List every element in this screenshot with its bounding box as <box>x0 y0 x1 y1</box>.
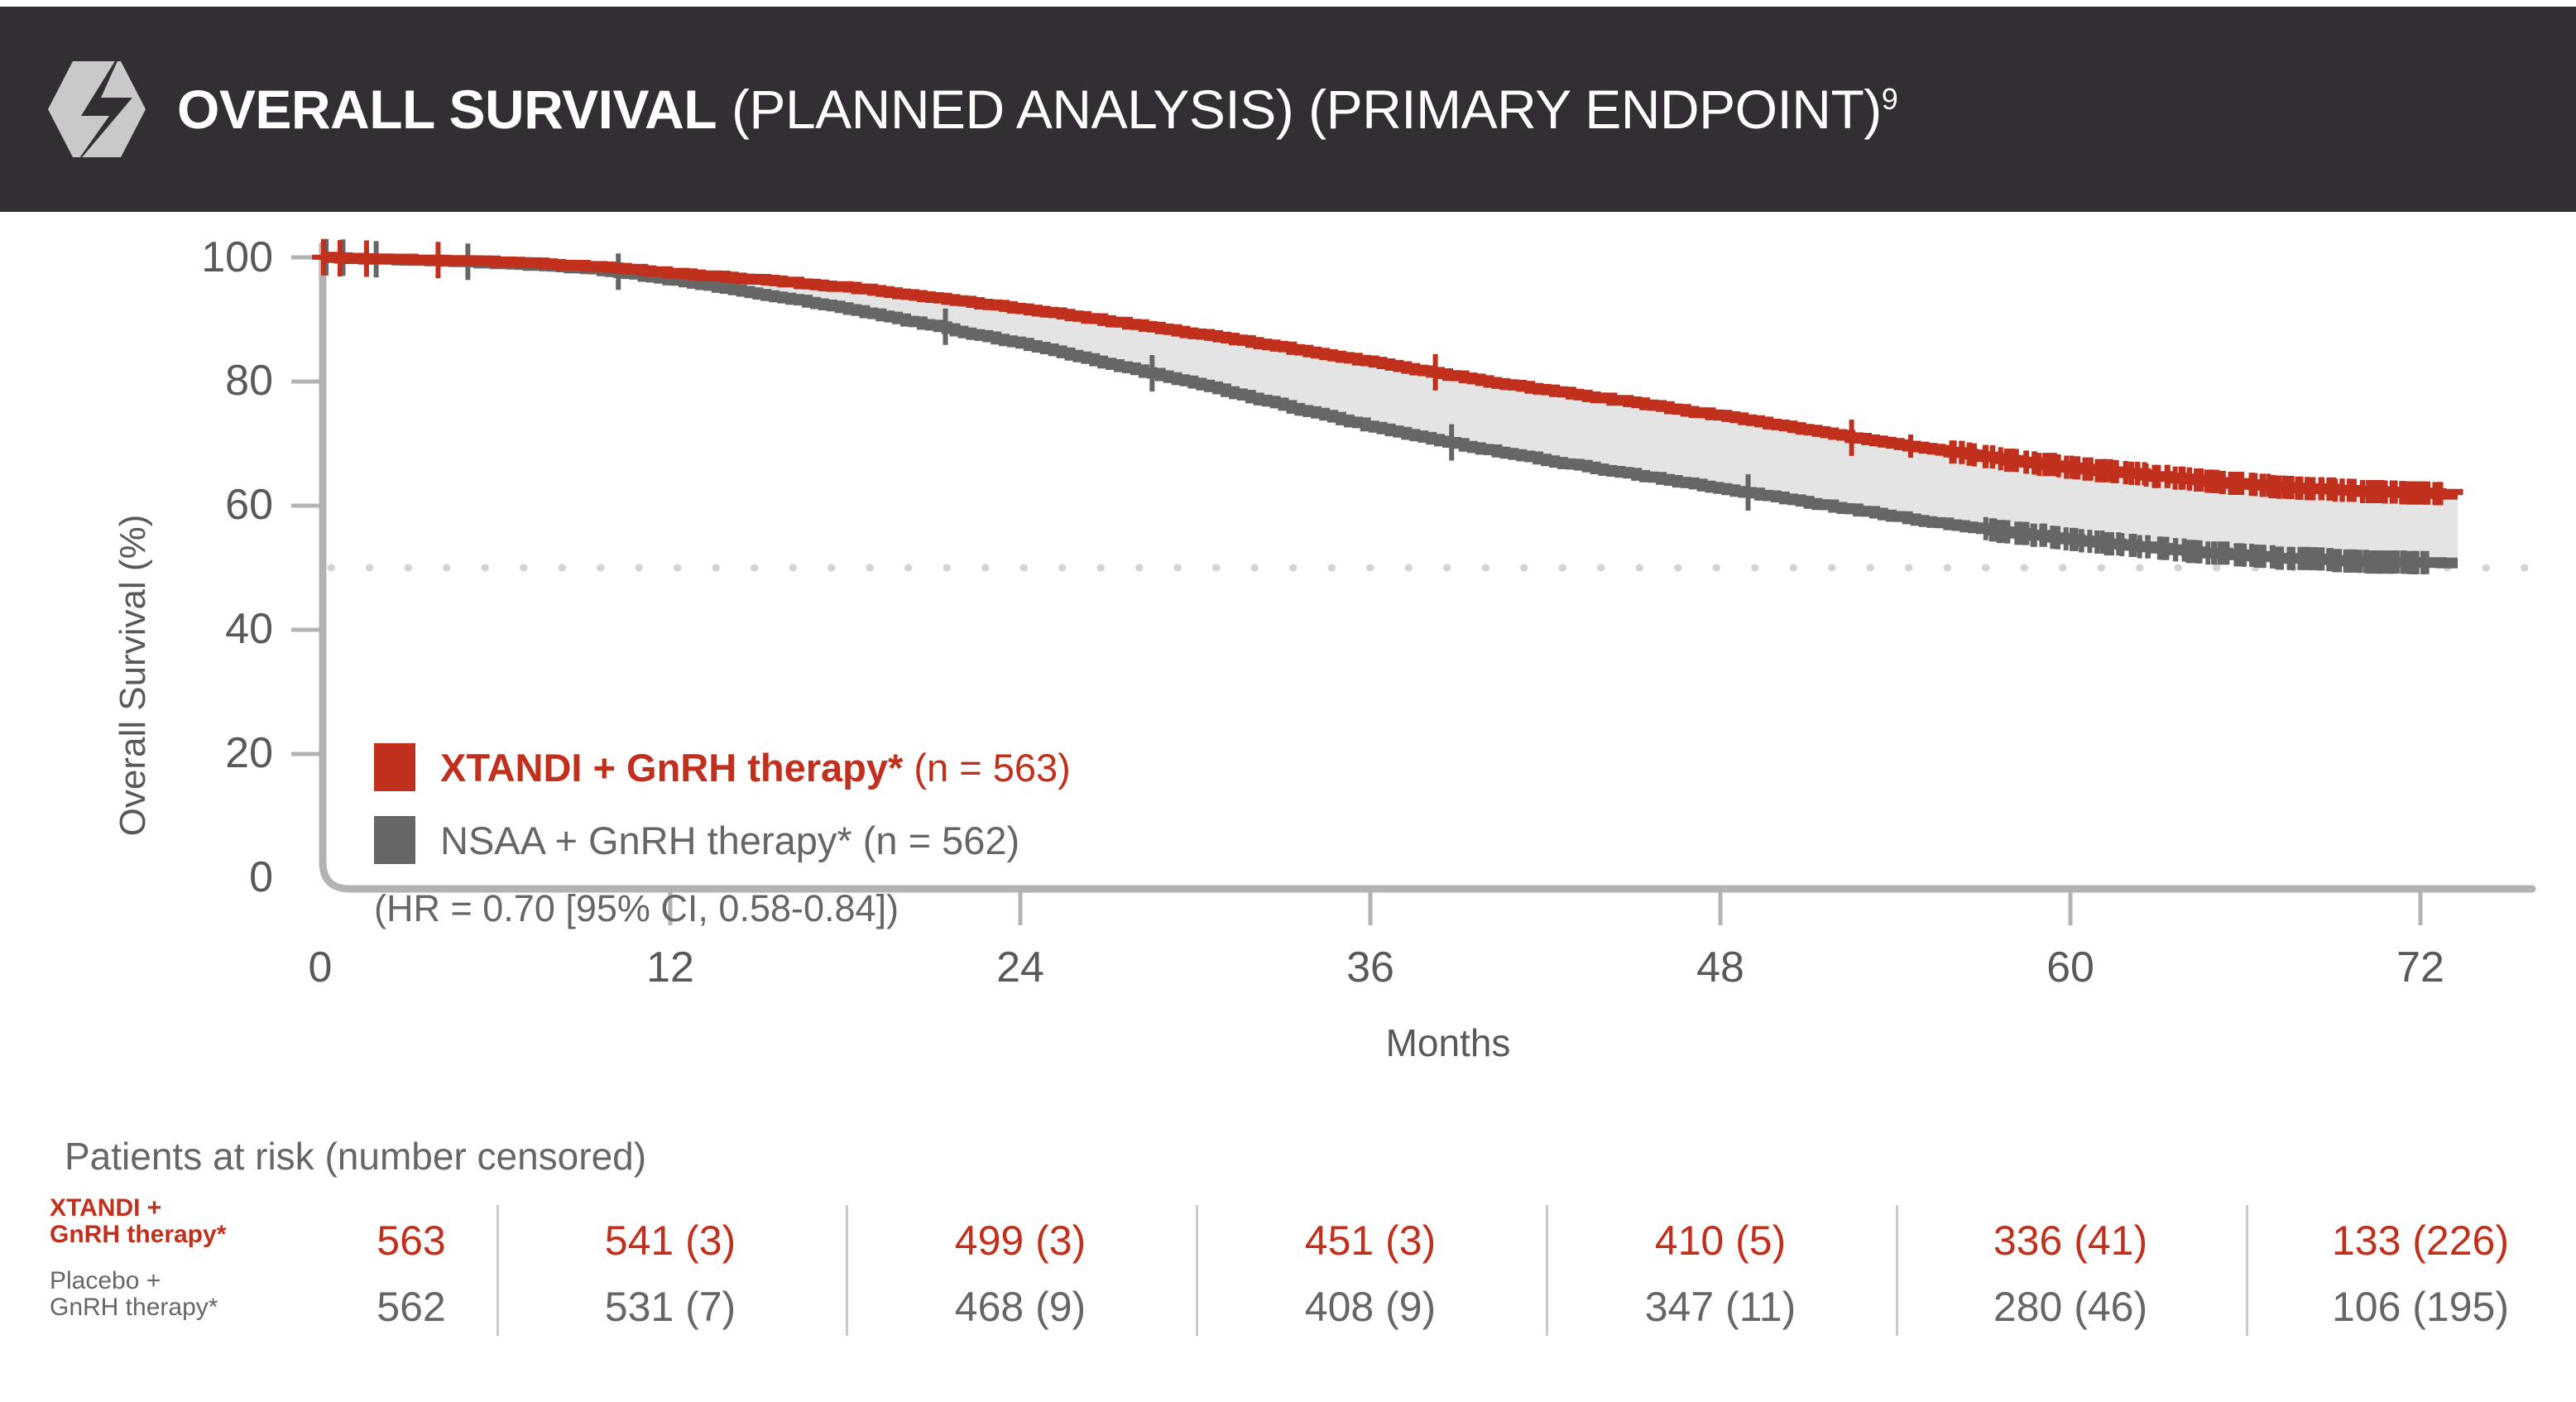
risk-value-xtandi: 541 (3) <box>604 1217 736 1264</box>
page-title: OVERALL SURVIVAL (PLANNED ANALYSIS) (PRI… <box>177 78 1898 141</box>
y-tick-label: 80 <box>225 357 273 405</box>
x-tick-label: 48 <box>1696 943 1744 991</box>
legend-name-nsaa: NSAA + GnRH therapy* <box>440 818 852 862</box>
risk-value-xtandi: 451 (3) <box>1304 1217 1437 1264</box>
x-axis-title: Months <box>1386 1021 1511 1064</box>
page-title-bold: OVERALL SURVIVAL <box>177 79 717 140</box>
patients-at-risk-title: Patients at risk (number censored) <box>65 1135 647 1178</box>
patients-at-risk-table: XTANDI + GnRH therapy* Placebo + GnRH th… <box>0 1193 2576 1342</box>
risk-label-placebo-l2: GnRH therapy* <box>50 1293 218 1321</box>
y-tick-label: 60 <box>225 481 273 529</box>
chart-legend: XTANDI + GnRH therapy* (n = 563) NSAA + … <box>374 742 1071 930</box>
between-curves-band <box>323 257 2458 564</box>
risk-column-divider <box>1196 1205 1198 1336</box>
page-title-superscript: 9 <box>1881 82 1898 116</box>
legend-label-nsaa: NSAA + GnRH therapy* (n = 562) <box>440 818 1019 863</box>
x-tick-marks <box>668 892 2423 925</box>
axis-spine <box>319 241 2536 893</box>
hazard-ratio-text: (HR = 0.70 [95% CI, 0.58-0.84]) <box>374 887 899 929</box>
x-tick-label: 12 <box>646 943 694 991</box>
risk-value-placebo: 106 (195) <box>2331 1284 2510 1330</box>
risk-value-placebo: 531 (7) <box>604 1284 736 1330</box>
risk-column: 541 (3) 531 (7) <box>496 1193 844 1342</box>
legend-swatch-nsaa <box>374 816 415 864</box>
x-tick-label: 0 <box>309 943 333 991</box>
risk-row-label-xtandi: XTANDI + GnRH therapy* <box>50 1195 290 1247</box>
legend-label-xtandi: XTANDI + GnRH therapy* (n = 563) <box>440 745 1071 790</box>
xtandi-lightning-hexagon-logo <box>48 46 146 172</box>
risk-value-xtandi: 410 (5) <box>1654 1217 1787 1264</box>
risk-value-xtandi: 133 (226) <box>2331 1217 2510 1264</box>
legend-n-nsaa: (n = 562) <box>851 818 1020 862</box>
risk-row-labels: XTANDI + GnRH therapy* Placebo + GnRH th… <box>50 1193 290 1342</box>
y-tick-label: 0 <box>249 853 273 901</box>
risk-column: 451 (3) 408 (9) <box>1197 1193 1544 1342</box>
legend-swatch-xtandi <box>374 743 415 791</box>
risk-column: 410 (5) 347 (11) <box>1547 1193 1894 1342</box>
risk-column-divider <box>496 1205 499 1336</box>
risk-value-placebo: 280 (46) <box>1993 1284 2148 1330</box>
risk-column: 133 (226) 106 (195) <box>2247 1193 2576 1342</box>
x-tick-label: 36 <box>1346 943 1394 991</box>
risk-value-xtandi: 499 (3) <box>954 1217 1087 1264</box>
y-tick-label: 100 <box>201 233 273 281</box>
risk-value-placebo: 408 (9) <box>1304 1284 1437 1330</box>
legend-item-nsaa: NSAA + GnRH therapy* (n = 562) <box>374 814 1071 866</box>
survival-curve-nsaa <box>323 252 2458 569</box>
risk-value-placebo: 347 (11) <box>1644 1284 1796 1330</box>
risk-column-divider <box>846 1205 848 1336</box>
risk-value-xtandi: 563 <box>377 1217 446 1264</box>
km-plot-svg: Overall Survival (%) 100 80 60 40 20 0 <box>113 233 2536 1064</box>
risk-label-xtandi-l2: GnRH therapy* <box>50 1220 227 1248</box>
risk-column-divider <box>2246 1205 2248 1336</box>
page-title-rest: (PLANNED ANALYSIS) (PRIMARY ENDPOINT) <box>717 79 1882 140</box>
survival-chart: Overall Survival (%) 100 80 60 40 20 0 <box>0 212 2576 1131</box>
risk-row-label-placebo: Placebo + GnRH therapy* <box>50 1268 290 1320</box>
y-tick-label: 20 <box>225 729 273 777</box>
risk-column: 499 (3) 468 (9) <box>847 1193 1194 1342</box>
slide-header: OVERALL SURVIVAL (PLANNED ANALYSIS) (PRI… <box>0 7 2576 212</box>
y-axis-title: Overall Survival (%) <box>113 515 153 837</box>
risk-column-divider <box>1896 1205 1898 1336</box>
y-tick-label: 40 <box>225 605 273 653</box>
legend-item-xtandi: XTANDI + GnRH therapy* (n = 563) <box>374 742 1071 793</box>
legend-n-xtandi: (n = 563) <box>903 745 1071 790</box>
km-curves-layer <box>312 238 2536 574</box>
risk-column-divider <box>1546 1205 1548 1336</box>
risk-value-xtandi: 336 (41) <box>1993 1217 2148 1264</box>
risk-value-placebo: 468 (9) <box>954 1284 1087 1330</box>
risk-column: 336 (41) 280 (46) <box>1897 1193 2244 1342</box>
risk-value-placebo: 562 <box>377 1284 446 1330</box>
risk-label-placebo-l1: Placebo + <box>50 1267 161 1294</box>
x-axis-ticks: 0 12 24 36 48 60 72 <box>309 943 2444 991</box>
legend-name-xtandi: XTANDI + GnRH therapy* <box>440 745 904 790</box>
x-tick-label: 72 <box>2396 943 2444 991</box>
y-axis-ticks: 100 80 60 40 20 0 <box>201 233 273 901</box>
censor-marks-xtandi <box>312 238 2444 506</box>
x-tick-label: 24 <box>996 943 1044 991</box>
y-tick-marks <box>291 255 321 756</box>
risk-column: 563 562 <box>237 1193 585 1342</box>
risk-label-xtandi-l1: XTANDI + <box>50 1194 162 1222</box>
x-tick-label: 60 <box>2046 943 2094 991</box>
